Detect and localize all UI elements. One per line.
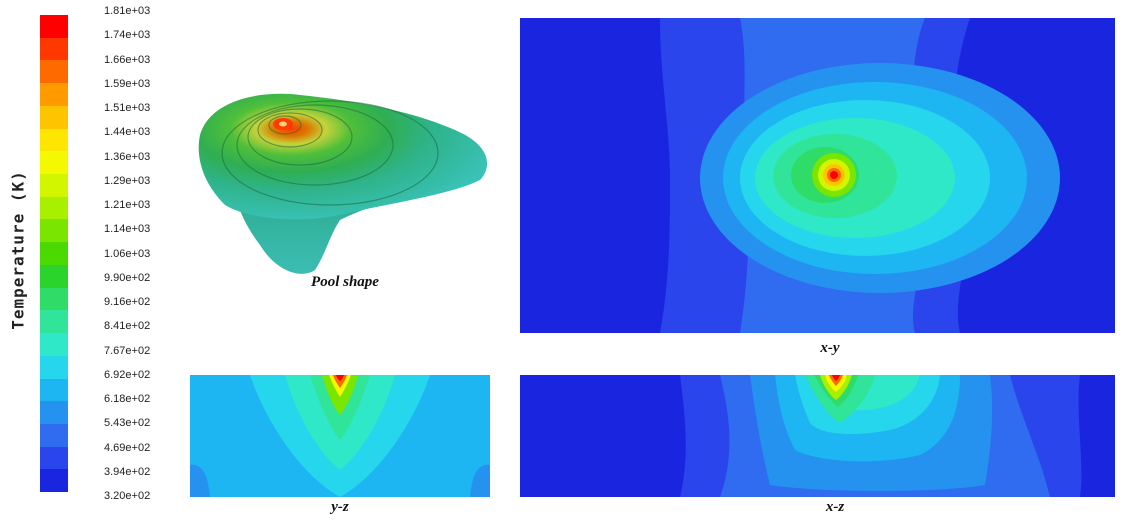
colorbar-tick-label: 3.94e+02 [104,466,150,478]
colorbar-tick-label: 4.69e+02 [104,442,150,454]
pool-hot-spot-core [279,122,287,127]
colorbar-swatch [40,106,68,129]
colorbar-tick-label: 6.92e+02 [104,369,150,381]
pool-shape-panel [190,85,500,285]
xy-contour-panel [520,18,1115,333]
colorbar-swatch [40,356,68,379]
xy-caption: x-y [800,340,860,357]
colorbar-tick-label: 1.51e+03 [104,102,150,114]
yz-caption: y-z [310,499,370,516]
pool-shape-figure [190,85,500,285]
colorbar-tick-labels: 1.81e+03 1.74e+03 1.66e+03 1.59e+03 1.51e+03… [104,5,184,502]
colorbar-title: Temperature (K) [8,180,28,320]
colorbar-swatch [40,265,68,288]
colorbar-tick-label: 1.14e+03 [104,223,150,235]
colorbar-swatch [40,447,68,470]
colorbar-tick-label: 1.59e+03 [104,78,150,90]
colorbar-tick-label: 9.90e+02 [104,272,150,284]
colorbar-tick-label: 5.43e+02 [104,417,150,429]
colorbar-tick-label: 1.81e+03 [104,5,150,17]
colorbar-swatch [40,151,68,174]
yz-contour-panel [190,375,490,497]
colorbar-tick-label: 8.41e+02 [104,320,150,332]
colorbar-swatch [40,129,68,152]
colorbar-swatch [40,38,68,61]
colorbar-tick-label: 1.29e+03 [104,175,150,187]
pool-shape-caption: Pool shape [190,274,500,291]
colorbar-swatch [40,379,68,402]
colorbar-tick-label: 9.16e+02 [104,296,150,308]
xy-contour-plot [520,18,1115,333]
colorbar [40,15,68,492]
colorbar-swatch [40,219,68,242]
colorbar-tick-label: 1.66e+03 [104,54,150,66]
colorbar-tick-label: 1.36e+03 [104,151,150,163]
xz-contour-plot [520,375,1115,497]
colorbar-tick-label: 7.67e+02 [104,345,150,357]
xz-contour-panel [520,375,1115,497]
xz-caption: x-z [805,499,865,516]
colorbar-tick-label: 6.18e+02 [104,393,150,405]
colorbar-swatch [40,333,68,356]
colorbar-swatch [40,174,68,197]
colorbar-swatch [40,242,68,265]
yz-contour-plot [190,375,490,497]
colorbar-title-text: Temperature (K) [9,170,28,330]
colorbar-swatch [40,288,68,311]
colorbar-swatch [40,60,68,83]
colorbar-swatch [40,310,68,333]
colorbar-tick-label: 1.21e+03 [104,199,150,211]
colorbar-swatch [40,401,68,424]
colorbar-swatch [40,83,68,106]
colorbar-swatch [40,469,68,492]
colorbar-tick-label: 1.74e+03 [104,29,150,41]
colorbar-swatch [40,197,68,220]
colorbar-tick-label: 3.20e+02 [104,490,150,502]
colorbar-tick-label: 1.06e+03 [104,248,150,260]
colorbar-swatch [40,424,68,447]
colorbar-swatch [40,15,68,38]
colorbar-tick-label: 1.44e+03 [104,126,150,138]
pool-top-surface [199,94,487,220]
